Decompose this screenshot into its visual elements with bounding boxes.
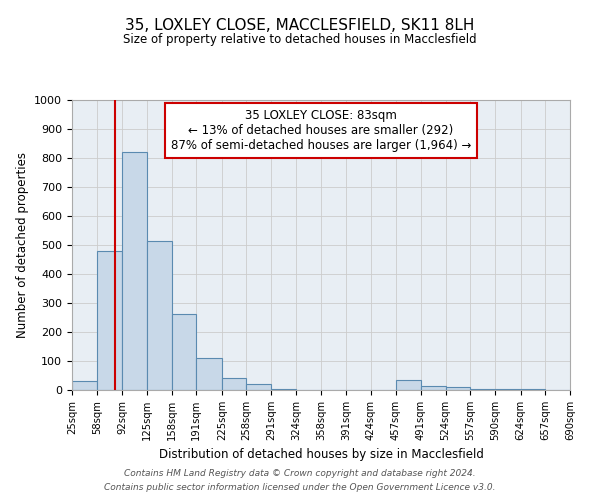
Y-axis label: Number of detached properties: Number of detached properties bbox=[16, 152, 29, 338]
Bar bbox=[97, 251, 122, 390]
Bar bbox=[172, 314, 196, 390]
Bar bbox=[72, 382, 97, 390]
Bar bbox=[196, 358, 222, 390]
Text: 35, LOXLEY CLOSE, MACCLESFIELD, SK11 8LH: 35, LOXLEY CLOSE, MACCLESFIELD, SK11 8LH bbox=[125, 18, 475, 32]
Bar bbox=[495, 389, 521, 390]
X-axis label: Distribution of detached houses by size in Macclesfield: Distribution of detached houses by size … bbox=[158, 448, 484, 462]
Bar bbox=[446, 387, 470, 390]
Bar bbox=[395, 380, 421, 390]
Bar bbox=[421, 386, 446, 390]
Bar bbox=[122, 152, 147, 390]
Text: Contains HM Land Registry data © Crown copyright and database right 2024.: Contains HM Land Registry data © Crown c… bbox=[124, 468, 476, 477]
Bar bbox=[147, 240, 172, 390]
Bar bbox=[271, 388, 296, 390]
Text: Contains public sector information licensed under the Open Government Licence v3: Contains public sector information licen… bbox=[104, 484, 496, 492]
Bar bbox=[222, 378, 247, 390]
Bar bbox=[470, 388, 495, 390]
Text: Size of property relative to detached houses in Macclesfield: Size of property relative to detached ho… bbox=[123, 32, 477, 46]
Bar bbox=[247, 384, 271, 390]
Text: 35 LOXLEY CLOSE: 83sqm
← 13% of detached houses are smaller (292)
87% of semi-de: 35 LOXLEY CLOSE: 83sqm ← 13% of detached… bbox=[171, 108, 471, 152]
